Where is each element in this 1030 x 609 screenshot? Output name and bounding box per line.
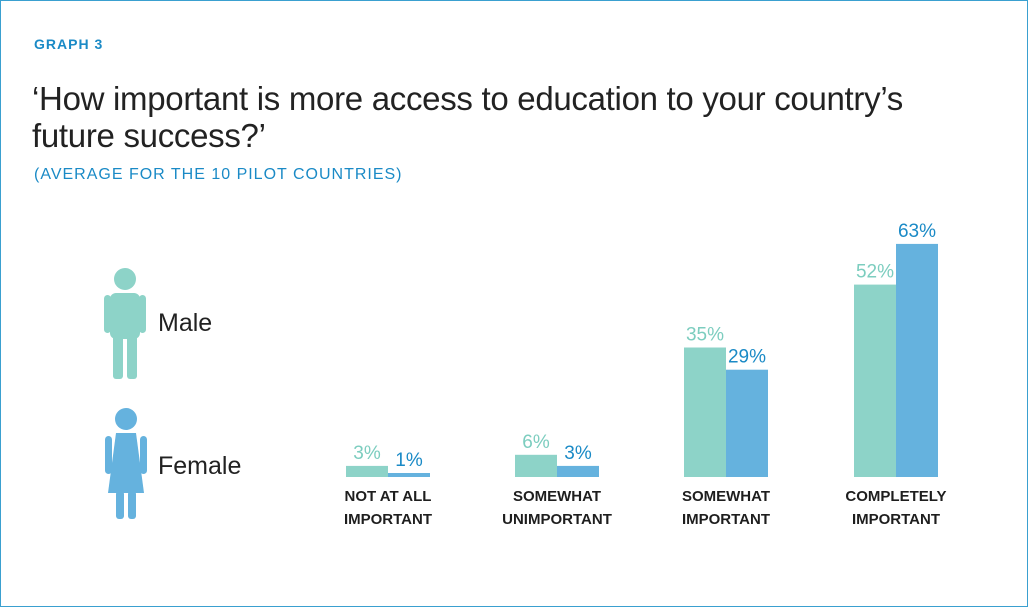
category-label-1-line-0: SOMEWHAT [513,488,601,505]
bar-male-2 [684,347,726,477]
value-label-female-0: 1% [395,450,423,471]
value-label-male-0: 3% [353,443,381,464]
legend-female-label: Female [158,452,242,480]
category-label-1-line-1: UNIMPORTANT [502,511,612,528]
value-label-female-2: 29% [728,347,766,368]
male-person-icon [104,268,146,379]
bar-female-0 [388,473,430,477]
chart-title: ‘How important is more access to educati… [32,80,903,154]
female-person-icon [105,408,147,519]
category-label-0-line-1: IMPORTANT [344,511,432,528]
bar-male-0 [346,465,388,477]
bar-male-3 [854,284,896,477]
value-label-male-1: 6% [522,432,550,453]
category-label-2-line-1: IMPORTANT [682,511,770,528]
category-label-2-line-0: SOMEWHAT [682,488,770,505]
value-label-male-3: 52% [856,262,894,283]
bar-female-2 [726,369,768,477]
bar-male-1 [515,454,557,477]
category-label-0-line-0: NOT AT ALL [345,488,432,505]
category-label-3-line-1: IMPORTANT [852,511,940,528]
value-label-male-2: 35% [686,325,724,346]
legend-male-label: Male [158,309,213,337]
category-label-3-line-0: COMPLETELY [845,488,946,505]
bar-female-1 [557,465,599,477]
value-label-female-1: 3% [564,443,592,464]
bar-female-3 [896,243,938,477]
graph-number-label: GRAPH 3 [34,36,104,52]
chart-subtitle: (AVERAGE FOR THE 10 PILOT COUNTRIES) [34,166,403,183]
value-label-female-3: 63% [898,221,936,242]
